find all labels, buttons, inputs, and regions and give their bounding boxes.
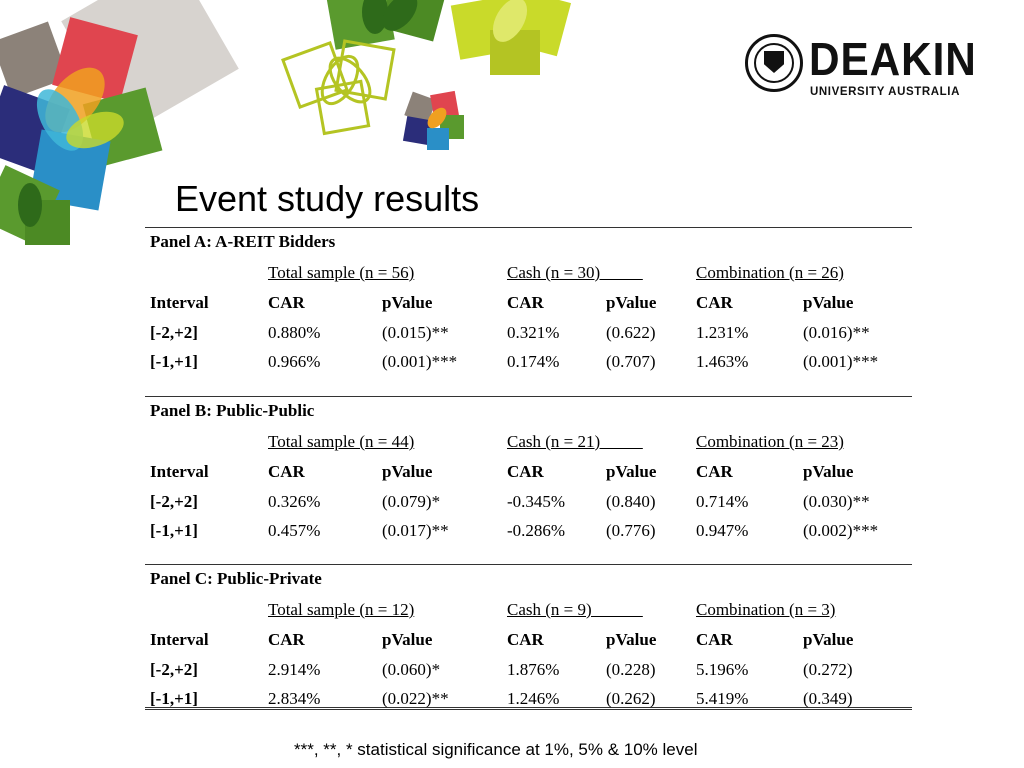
group-header-cash: Cash (n = 30)_____ [507,263,643,282]
column-header-interval: Interval [150,293,209,312]
table-cell: (0.262) [606,689,656,708]
table-cell: (0.776) [606,521,656,540]
column-header-car: CAR [507,293,544,312]
column-header-car: CAR [696,293,733,312]
table-cell: 2.914% [268,660,321,679]
table-cell: 0.966% [268,352,321,371]
table-cell: (0.017)** [382,521,449,540]
decorative-flower-graphic [0,0,572,245]
panel-divider [145,227,912,228]
column-header-car: CAR [696,462,733,481]
table-cell: (0.272) [803,660,853,679]
column-header-interval: Interval [150,630,209,649]
group-header-total: Total sample (n = 12) [268,600,415,619]
slide-title: Event study results [175,178,480,219]
column-header-pvalue: pValue [803,630,854,649]
column-header-pvalue: pValue [606,630,657,649]
logo-tagline: UNIVERSITY AUSTRALIA [810,86,961,98]
table-cell: 2.834% [268,689,321,708]
university-seal-icon [745,34,803,92]
table-cell: 5.196% [696,660,749,679]
interval-label: [-1,+1] [150,521,198,540]
panel-divider [145,564,912,565]
group-header-combination: Combination (n = 26) [696,263,844,282]
column-header-car: CAR [696,630,733,649]
column-header-pvalue: pValue [382,462,433,481]
table-cell: (0.079)* [382,492,441,511]
table-cell: (0.707) [606,352,656,371]
column-header-car: CAR [268,293,305,312]
logo-wordmark: DEAKIN [809,33,977,85]
interval-label: [-2,+2] [150,323,198,342]
panel-title: Panel B: Public-Public [150,401,315,420]
table-cell: 0.457% [268,521,321,540]
column-header-pvalue: pValue [382,630,433,649]
table-cell: (0.228) [606,660,656,679]
significance-footnote: ***, **, * statistical significance at 1… [294,740,698,759]
column-header-pvalue: pValue [382,293,433,312]
table-cell: -0.286% [507,521,566,540]
group-header-total: Total sample (n = 44) [268,432,415,451]
table-cell: (0.022)** [382,689,449,708]
table-cell: (0.015)** [382,323,449,342]
table-cell: 1.876% [507,660,560,679]
table-cell: -0.345% [507,492,566,511]
table-cell: 1.246% [507,689,560,708]
table-cell: (0.622) [606,323,656,342]
column-header-pvalue: pValue [606,462,657,481]
panel-title: Panel A: A-REIT Bidders [150,232,336,251]
group-header-total: Total sample (n = 56) [268,263,415,282]
column-header-pvalue: pValue [606,293,657,312]
interval-label: [-1,+1] [150,689,198,708]
group-header-combination: Combination (n = 3) [696,600,836,619]
table-cell: (0.016)** [803,323,870,342]
group-header-combination: Combination (n = 23) [696,432,844,451]
deakin-logo: DEAKIN UNIVERSITY AUSTRALIA [745,33,977,100]
table-cell: (0.349) [803,689,853,708]
panel-divider [145,396,912,397]
table-cell: (0.030)** [803,492,870,511]
table-cell: (0.001)*** [382,352,458,371]
interval-label: [-2,+2] [150,660,198,679]
table-cell: (0.060)* [382,660,441,679]
table-cell: (0.002)*** [803,521,879,540]
table-cell: 1.463% [696,352,749,371]
column-header-car: CAR [507,630,544,649]
table-cell: 1.231% [696,323,749,342]
group-header-cash: Cash (n = 9)______ [507,600,643,619]
column-header-pvalue: pValue [803,462,854,481]
table-cell: 0.326% [268,492,321,511]
table-cell: 0.714% [696,492,749,511]
column-header-pvalue: pValue [803,293,854,312]
table-cell: 0.880% [268,323,321,342]
table-cell: (0.840) [606,492,656,511]
table-cell: 0.321% [507,323,560,342]
interval-label: [-1,+1] [150,352,198,371]
table-cell: (0.001)*** [803,352,879,371]
group-header-cash: Cash (n = 21)_____ [507,432,643,451]
table-cell: 0.174% [507,352,560,371]
column-header-car: CAR [268,462,305,481]
table-cell: 5.419% [696,689,749,708]
column-header-car: CAR [507,462,544,481]
column-header-interval: Interval [150,462,209,481]
interval-label: [-2,+2] [150,492,198,511]
column-header-car: CAR [268,630,305,649]
table-bottom-rule [145,707,912,710]
panel-title: Panel C: Public-Private [150,569,322,588]
table-cell: 0.947% [696,521,749,540]
